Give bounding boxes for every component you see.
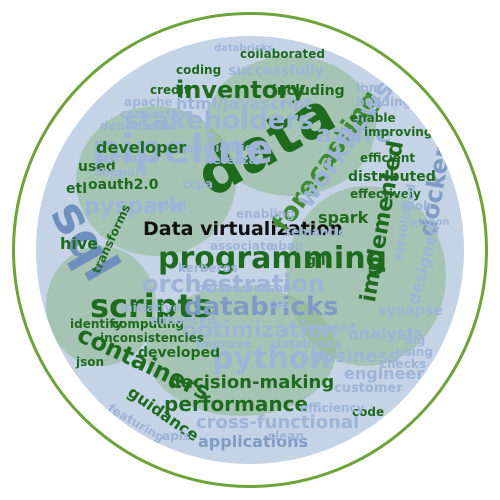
word-cloud-word: abap: [270, 239, 304, 253]
word-cloud-word: databricks: [184, 292, 339, 322]
word-cloud-word: inventory: [176, 76, 306, 104]
word-cloud-word: support: [94, 165, 147, 179]
word-cloud-word: using: [396, 345, 433, 359]
word-cloud-word: enabling: [236, 207, 295, 221]
word-cloud-word: identify: [70, 317, 123, 331]
word-cloud-word: big: [404, 333, 426, 347]
word-cloud-word: programming: [158, 241, 388, 276]
word-cloud-word: scripts: [90, 287, 213, 325]
word-cloud-word: html/javascript: [176, 94, 313, 113]
word-cloud-word: python: [212, 341, 331, 376]
word-cloud-word: etl: [66, 181, 87, 197]
word-cloud-word: improving: [364, 125, 433, 139]
word-cloud-word: used: [78, 159, 116, 175]
word-cloud-word: better watson: [196, 281, 292, 295]
word-cloud-word: gil: [306, 253, 326, 269]
word-cloud-word: initiative: [120, 301, 181, 315]
word-cloud-word: including: [272, 83, 345, 99]
word-cloud-word: denodo: [100, 119, 151, 133]
word-cloud-word: cross-functional: [196, 412, 360, 433]
word-cloud-word: apis: [162, 429, 190, 443]
word-cloud-word: efficiency: [300, 401, 365, 415]
word-cloud-word: credit: [150, 83, 190, 97]
word-cloud-word: improve: [196, 337, 252, 351]
word-cloud-word: effectively: [350, 187, 421, 201]
word-cloud-word: oauth2.0: [88, 177, 159, 193]
word-cloud-disc: data sql pipeline Data virtualization progra…: [36, 36, 464, 464]
word-cloud-word: building: [356, 95, 412, 109]
word-cloud-word: spark: [318, 208, 369, 227]
word-cloud-word: checks: [380, 357, 427, 371]
word-cloud-word: associate: [210, 239, 274, 253]
green-blob: [146, 286, 336, 416]
word-cloud-word: performance: [164, 392, 309, 416]
word-cloud-word: customer: [334, 381, 403, 396]
word-cloud-word: applications: [198, 432, 308, 451]
word-cloud-word: enable: [350, 111, 396, 125]
word-cloud-word: successfully: [228, 63, 324, 79]
word-cloud-word: json: [76, 355, 105, 369]
word-cloud-word: computing: [112, 317, 184, 331]
word-cloud-word: ibm: [356, 81, 382, 95]
word-cloud-word: databricks: [214, 43, 274, 54]
word-cloud-word: converting: [120, 107, 193, 121]
word-cloud-word: databases: [272, 337, 342, 351]
word-cloud-word: optimization: [182, 318, 338, 343]
word-cloud-word: ccpa: [182, 177, 213, 191]
word-cloud-word: blob: [402, 199, 432, 213]
green-blob: [46, 246, 156, 366]
word-cloud-word: css: [268, 297, 290, 311]
word-cloud-word: decision-making: [168, 372, 335, 393]
word-cloud-word: coding: [176, 63, 222, 77]
word-cloud-word: application: [186, 141, 262, 155]
word-cloud-word: Data virtualization: [143, 218, 343, 240]
word-cloud-word: orchestration: [142, 270, 325, 298]
word-cloud-word: business: [310, 346, 400, 367]
word-cloud-word: pipeline: [92, 127, 274, 173]
word-cloud-word: netezza: [204, 153, 257, 167]
word-cloud-word: increase: [96, 151, 154, 165]
word-cloud-word: code: [352, 405, 385, 419]
word-cloud-word: created: [304, 321, 356, 335]
word-cloud-word: kerberos: [178, 261, 238, 275]
word-cloud-word: engineer: [344, 364, 425, 383]
word-cloud-word: cloud: [150, 199, 187, 213]
word-cloud-word: pyspark: [84, 194, 184, 219]
word-cloud-word: sas: [150, 119, 173, 133]
word-cloud-word: python: [410, 217, 450, 228]
word-cloud-word: distributed: [348, 169, 436, 185]
word-cloud-word: analysts: [348, 324, 424, 343]
word-cloud-word: synapse: [378, 303, 443, 319]
green-blob: [206, 56, 376, 196]
word-cloud-word: inconsistencies: [100, 331, 204, 345]
word-cloud-word: developed: [138, 345, 221, 361]
word-cloud-word: efficient: [360, 151, 416, 165]
word-cloud-word: stakeholders: [124, 106, 314, 136]
word-cloud-word: hive: [60, 234, 99, 253]
word-cloud-word: apache: [124, 95, 173, 109]
word-cloud-word: semantic: [284, 225, 346, 239]
word-cloud-word: collaborated: [240, 47, 325, 61]
word-cloud-word: clean: [268, 429, 305, 443]
word-cloud-word: enhanced: [150, 313, 216, 327]
word-cloud-word: developer: [96, 138, 187, 157]
word-cloud-word: azure: [316, 120, 392, 148]
